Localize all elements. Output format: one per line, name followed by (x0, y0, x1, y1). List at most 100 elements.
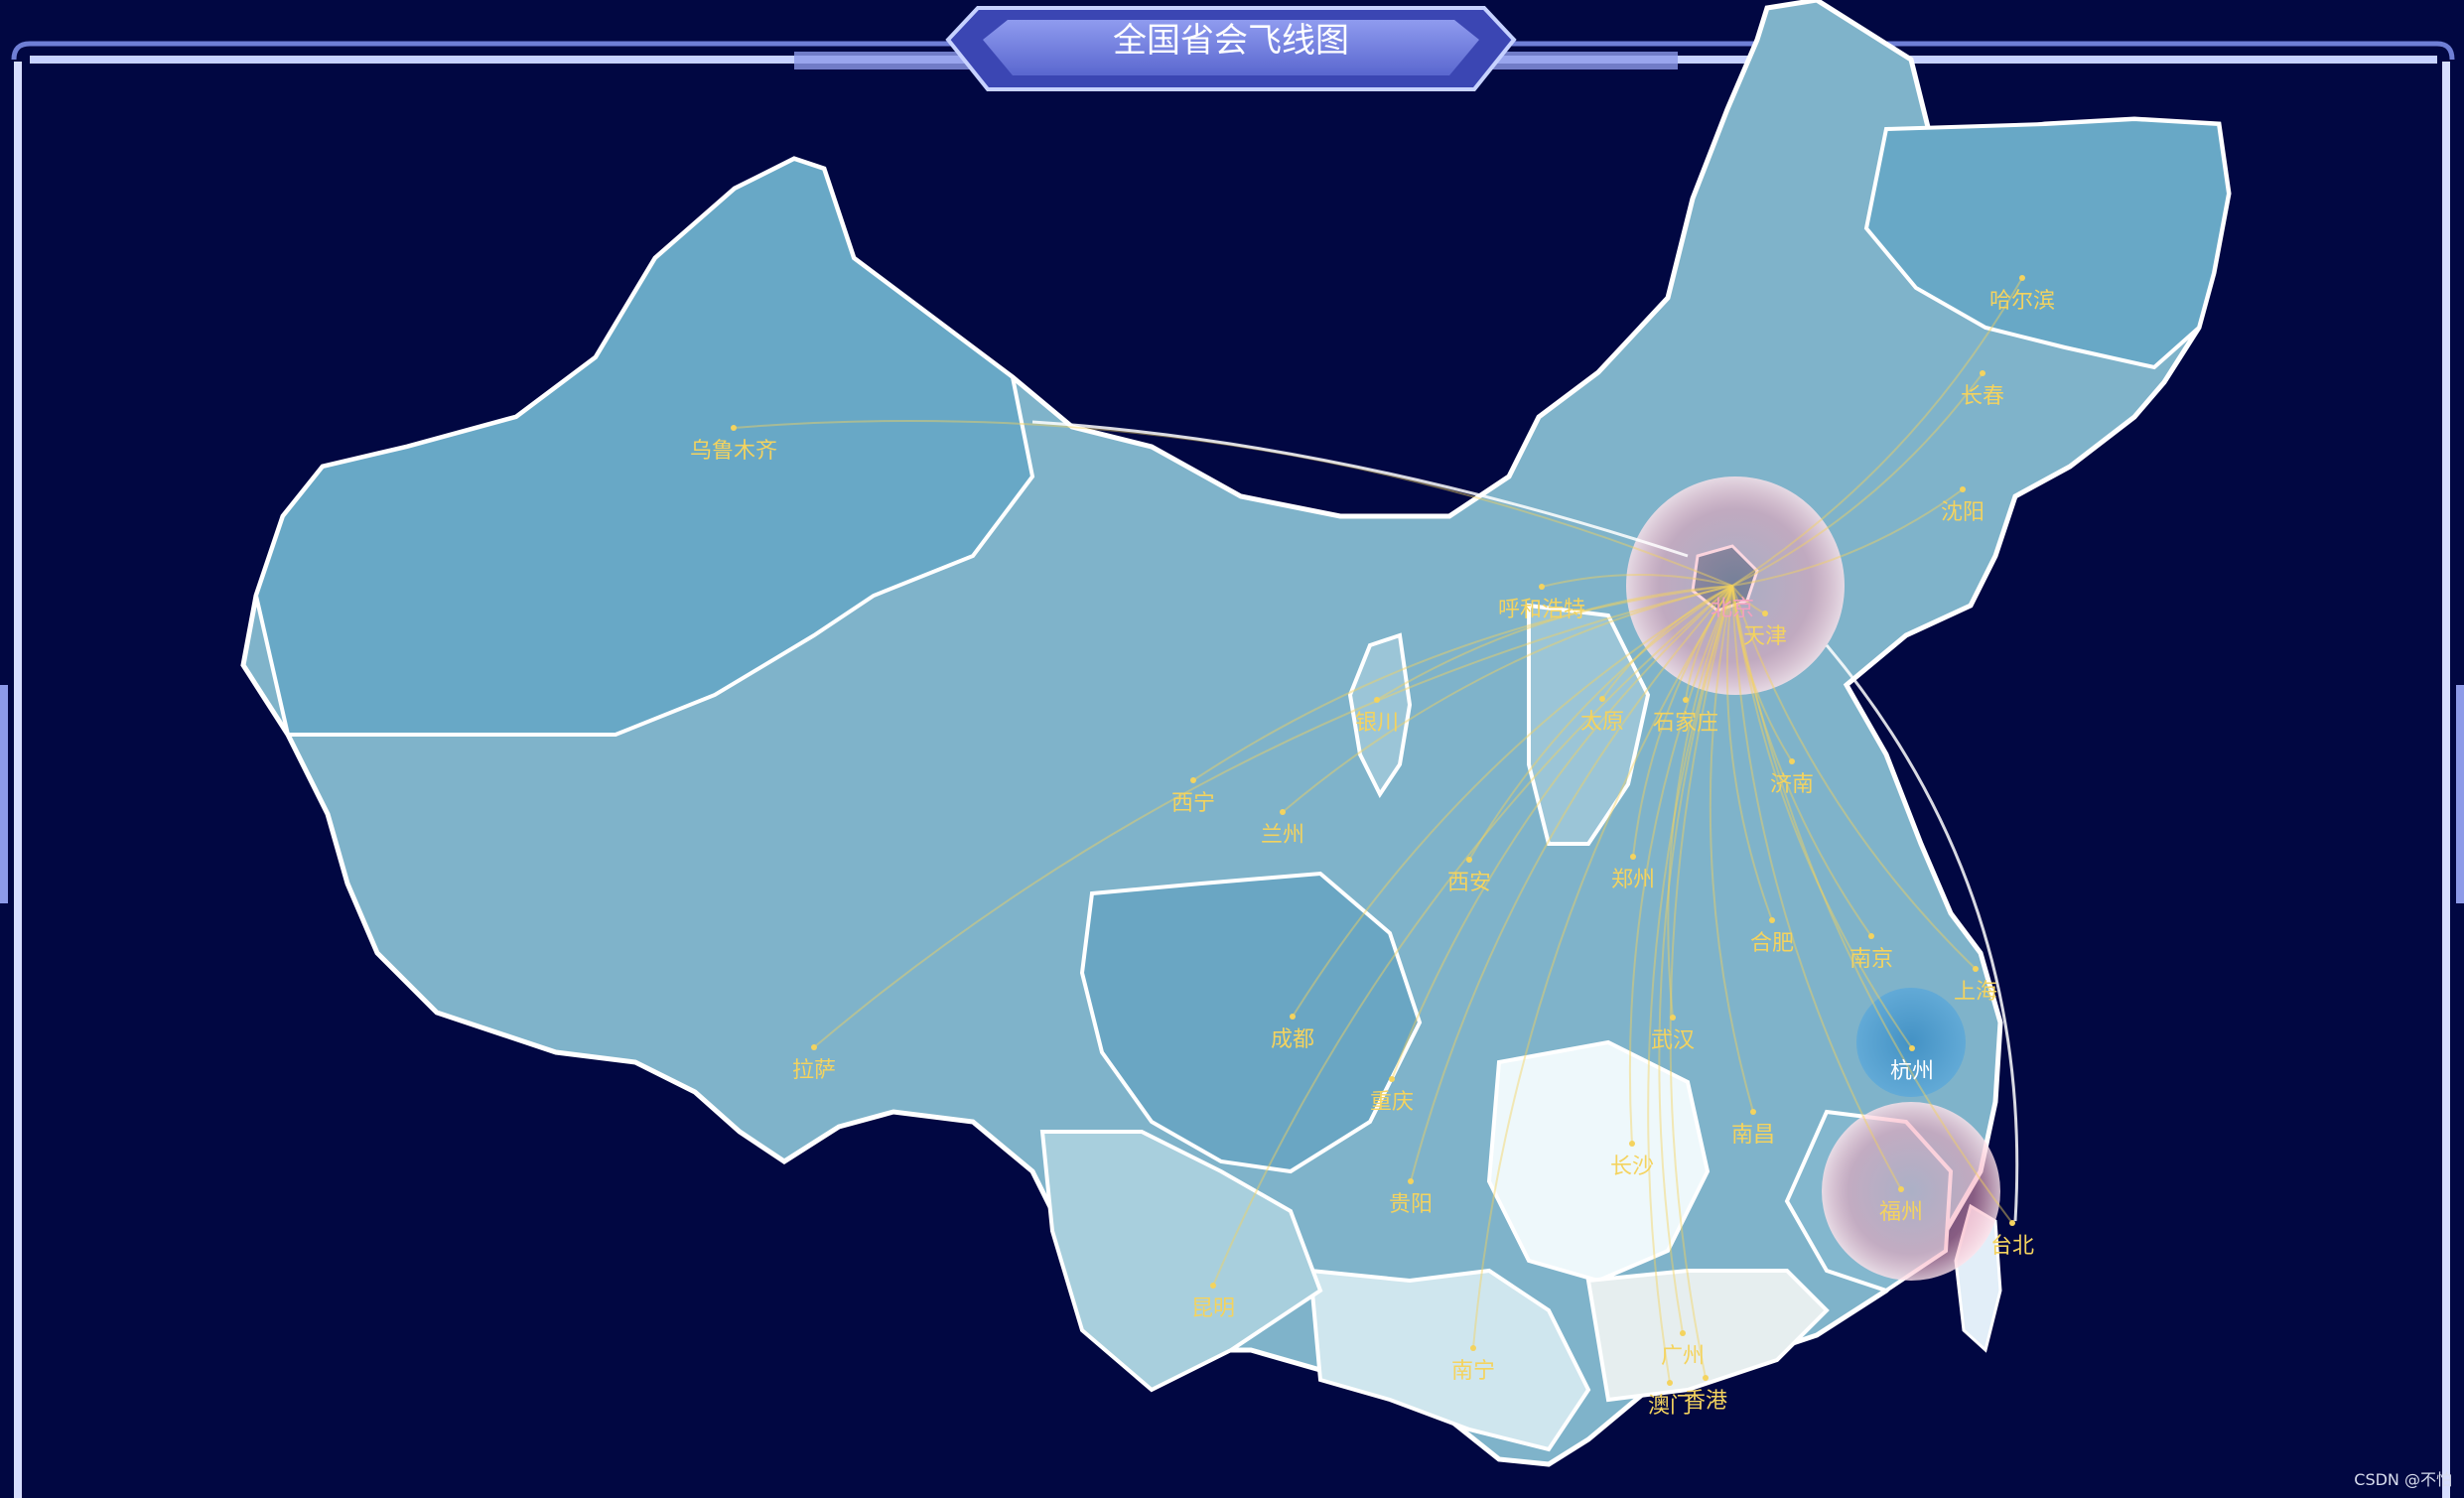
ripple-effects (1626, 477, 2000, 1281)
city-label-wuhan: 武汉 (1651, 1028, 1695, 1053)
city-label-taiyuan: 太原 (1580, 710, 1624, 735)
city-label-shanghai: 上海 (1954, 980, 1997, 1005)
flyline-jinan (1731, 585, 1793, 762)
city-dot (1408, 1178, 1414, 1184)
flyline-arc (1825, 644, 2019, 1222)
city-dot (1680, 1330, 1686, 1336)
flyline-shijiazhuang (1685, 585, 1733, 701)
city-dot (1290, 1014, 1296, 1020)
city-dot (1539, 584, 1545, 590)
flyline-hohhot (1541, 573, 1733, 588)
city-label-taipei: 台北 (1990, 1234, 2034, 1259)
flyline-nanjing (1731, 585, 1872, 937)
city-dot (1280, 809, 1286, 815)
city-label-nanning: 南宁 (1451, 1359, 1495, 1384)
city-dot (811, 1044, 817, 1050)
flyline-kunming (1212, 585, 1733, 1287)
city-dot (2009, 1220, 2015, 1226)
city-dot (1667, 1380, 1673, 1386)
city-label-macau: 澳门 (1648, 1394, 1692, 1419)
city-dot (731, 425, 737, 431)
beijing-ripple (1626, 477, 1845, 695)
flyline-guangzhou (1658, 585, 1733, 1334)
flyline-hongkong (1669, 585, 1733, 1379)
city-dot (1750, 1109, 1756, 1115)
city-label-jinan: 济南 (1770, 772, 1814, 797)
city-dot (1762, 611, 1768, 616)
flyline-chengdu (1292, 585, 1733, 1018)
city-label-harbin: 哈尔滨 (1989, 289, 2055, 314)
city-dot (1210, 1283, 1216, 1289)
fuzhou-ripple (1822, 1102, 2000, 1281)
page-title: 全国省会飞线图 (1113, 21, 1349, 61)
hangzhou-ripple (1856, 988, 1966, 1097)
flyline-lhasa (813, 585, 1733, 1048)
city-label-lanzhou: 兰州 (1261, 823, 1304, 848)
flyline-macau (1647, 585, 1733, 1384)
flyline-shenyang (1731, 488, 1964, 587)
city-label-hefei: 合肥 (1750, 931, 1794, 956)
city-dot (1898, 1186, 1904, 1192)
city-dot (1670, 1015, 1676, 1021)
flyline-lanzhou (1282, 585, 1733, 813)
flyline-nanning (1472, 585, 1733, 1349)
city-label-chongqing: 重庆 (1370, 1090, 1414, 1115)
city-dot (1599, 696, 1605, 702)
city-dot (1703, 1375, 1709, 1381)
fly-lines (731, 275, 2025, 1386)
watermark: CSDN @不怕 (2354, 1470, 2452, 1489)
flyline-zhengzhou (1632, 585, 1733, 858)
flyline-taipei (1731, 585, 2013, 1224)
flyline-wuhan (1667, 585, 1733, 1019)
flyline-guiyang (1410, 585, 1733, 1182)
city-labels: 北京 天津 哈尔滨 长春 沈阳 呼和浩特 石家庄 太原 济南 乌鲁木齐 银川 西… (690, 289, 2055, 1419)
screen-frame (0, 41, 2464, 1498)
city-dot (1769, 917, 1775, 923)
flyline-hefei (1725, 585, 1773, 921)
city-dot (1629, 1141, 1635, 1147)
city-label-hongkong: 香港 (1684, 1389, 1727, 1414)
city-label-nanjing: 南京 (1849, 947, 1893, 972)
flyline-fuzhou (1731, 585, 1902, 1190)
title-banner: 全国省会飞线图 (945, 6, 1517, 91)
city-dot (1909, 1045, 1915, 1051)
flyline-yinchuan (1376, 585, 1733, 701)
city-label-changchun: 长春 (1961, 384, 2004, 409)
flyline-changchun (1731, 372, 1984, 587)
city-label-changsha: 长沙 (1610, 1155, 1654, 1179)
flyline-arc (1031, 420, 1689, 558)
city-dot (1960, 486, 1966, 492)
flyline-taiyuan (1601, 585, 1733, 700)
city-label-xian: 西安 (1447, 871, 1491, 895)
flyline-changsha (1628, 585, 1733, 1145)
city-label-xining: 西宁 (1171, 791, 1215, 816)
city-label-hangzhou: 杭州 (1890, 1059, 1934, 1084)
city-dot (1683, 697, 1689, 703)
city-dot (1630, 854, 1636, 860)
city-dot (1868, 933, 1874, 939)
city-dot (1980, 370, 1985, 376)
city-label-guangzhou: 广州 (1661, 1344, 1705, 1369)
city-dot (1466, 857, 1472, 863)
flyline-nanchang (1709, 585, 1754, 1113)
city-label-tianjin: 天津 (1743, 624, 1787, 649)
city-dot (1789, 758, 1795, 764)
city-label-beijing: 北京 (1711, 597, 1754, 621)
flyline-hangzhou (1731, 585, 1913, 1049)
city-dot (1190, 777, 1196, 783)
flyline-chongqing (1391, 585, 1733, 1080)
city-dot (1470, 1345, 1476, 1351)
city-dot (1389, 1076, 1395, 1082)
city-label-kunming: 昆明 (1191, 1296, 1235, 1321)
city-label-guiyang: 贵阳 (1389, 1192, 1433, 1217)
city-label-shijiazhuang: 石家庄 (1653, 711, 1718, 736)
city-dot (1374, 697, 1380, 703)
city-label-urumqi: 乌鲁木齐 (690, 439, 777, 464)
flyline-xian (1468, 585, 1733, 861)
flyline-shanghai (1731, 585, 1977, 970)
city-dot (2019, 275, 2025, 281)
flyline-harbin (1731, 277, 2023, 587)
city-label-yinchuan: 银川 (1355, 711, 1399, 736)
city-label-zhengzhou: 郑州 (1611, 868, 1655, 892)
